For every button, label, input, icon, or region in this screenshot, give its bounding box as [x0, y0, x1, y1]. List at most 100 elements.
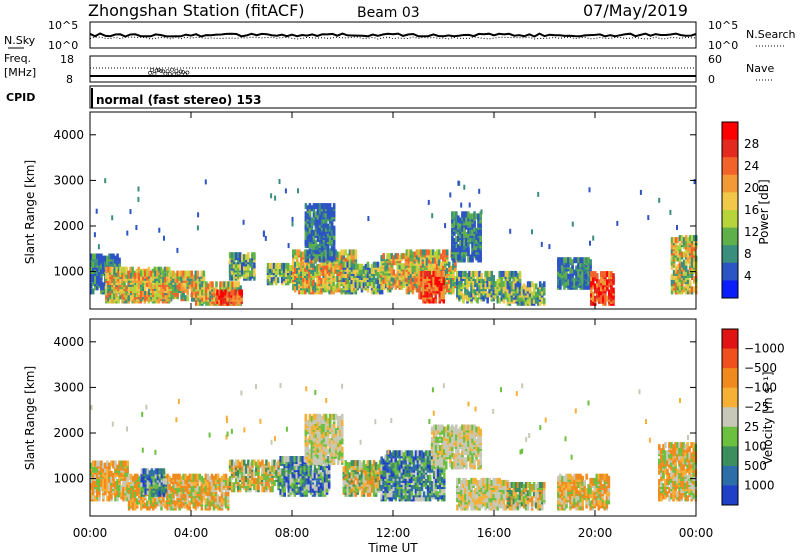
echo-cell [253, 262, 256, 268]
noise-sky-label: N.Sky [4, 34, 36, 47]
echo-cell [449, 192, 451, 197]
echo-cell [96, 209, 98, 214]
colorbar-tick-label: 24 [744, 159, 759, 173]
echo-cell [104, 178, 106, 183]
power-y-axis-title: Slant Range [km] [23, 160, 37, 264]
nave-dip-marker [155, 69, 158, 72]
echo-cell [165, 479, 168, 485]
cpid-label: CPID [6, 91, 35, 104]
echo-cell [355, 249, 358, 255]
echo-cell [163, 468, 166, 474]
echo-cell [241, 290, 244, 296]
echo-cell [694, 179, 696, 184]
colorbar-tick-label: 8 [744, 247, 752, 261]
echo-cell [543, 298, 546, 304]
echo-cell [367, 216, 369, 221]
echo-cell [478, 189, 480, 194]
echo-cell [253, 271, 256, 277]
nave-dip-marker [175, 69, 178, 72]
echo-cell [277, 277, 280, 283]
echo-cell [454, 243, 456, 248]
freq-label-1: Freq. [4, 52, 31, 65]
echo-cell [367, 262, 370, 268]
echo-cell [163, 236, 165, 241]
echo-cell [126, 231, 128, 236]
echo-cell [203, 271, 206, 277]
echo-cell [589, 259, 592, 265]
echo-cell [126, 461, 129, 467]
echo-cell [474, 221, 476, 226]
beam-label: Beam 03 [357, 5, 420, 21]
echo-cell [572, 222, 574, 227]
echo-cell [215, 281, 218, 287]
colorbar-swatch [722, 245, 738, 263]
echo-cell [333, 203, 336, 209]
nave-tick-top: 60 [708, 53, 722, 66]
power-colorbar-title: Power [dB] [757, 179, 771, 244]
echo-cell [176, 248, 178, 253]
freq-tick-top: 18 [60, 53, 74, 66]
nave-label: Nave [746, 62, 774, 75]
date-label: 07/May/2019 [583, 1, 688, 20]
echo-cell [589, 241, 591, 246]
echo-cell [443, 279, 446, 285]
station-title: Zhongshan Station (fitACF) [88, 1, 305, 20]
noise-right-tick-bottom: 10^0 [708, 39, 738, 52]
echo-cell [493, 275, 496, 281]
nave-dip-markers [148, 68, 189, 76]
echo-cell [458, 218, 460, 223]
noise-left-tick-top: 10^5 [48, 19, 78, 32]
nave-tick-bottom: 0 [708, 73, 715, 86]
nave-dip-marker [168, 72, 171, 75]
echo-cell [130, 209, 132, 214]
echo-cell [444, 223, 446, 228]
echo-cell [118, 258, 121, 264]
echo-cell [531, 229, 533, 234]
noise-right-tick-top: 10^5 [708, 19, 738, 32]
y-tick-label: 3000 [53, 173, 84, 187]
echo-cell [111, 215, 113, 220]
noise-search-label: N.Search [746, 28, 796, 41]
echo-cell [292, 217, 294, 222]
echo-cell [162, 271, 165, 277]
freq-tick-bottom: 8 [66, 73, 73, 86]
colorbar-swatch [722, 157, 738, 175]
echo-cell [288, 243, 290, 248]
echo-cell [481, 209, 483, 214]
echo-cell [197, 212, 199, 217]
velocity-echo-cells [90, 383, 697, 511]
y-tick-label: 2000 [53, 219, 84, 233]
colorbar-tick-label: 4 [744, 269, 752, 283]
echo-cell [676, 225, 678, 230]
echo-cell [543, 281, 546, 287]
power-echo-cells [90, 178, 698, 306]
echo-cell [333, 226, 336, 232]
freq-panel-frame [90, 56, 696, 82]
echo-cell [592, 236, 594, 241]
colorbar-swatch [722, 280, 738, 298]
echo-cell [689, 280, 692, 286]
echo-cell [612, 288, 615, 294]
echo-cell [428, 200, 430, 205]
noise-left-tick-bottom: 10^0 [48, 39, 78, 52]
echo-cell [457, 181, 459, 186]
echo-cell [138, 187, 140, 192]
echo-cell [247, 252, 250, 258]
echo-cell [135, 225, 137, 230]
echo-cell [98, 244, 100, 249]
nave-dip-marker [186, 71, 189, 74]
colorbar-swatch [722, 228, 738, 246]
echo-cell [323, 243, 325, 248]
echo-cell [265, 236, 267, 241]
echo-cell [658, 198, 660, 203]
colorbar-swatch [722, 122, 738, 140]
echo-cell [640, 190, 642, 195]
echo-cell [647, 215, 649, 220]
echo-cell [469, 203, 471, 208]
echo-cell [137, 197, 139, 202]
colorbar-swatch [722, 192, 738, 210]
colorbar-swatch [722, 263, 738, 281]
nave-dip-marker [170, 68, 173, 71]
